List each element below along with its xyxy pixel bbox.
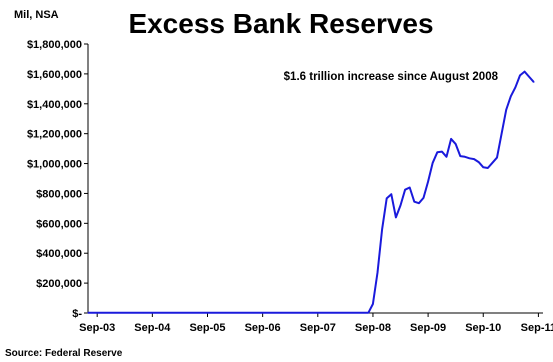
data-point [418, 202, 420, 204]
data-point [459, 155, 461, 157]
data-point [372, 303, 374, 305]
data-point [115, 312, 117, 314]
y-tick-label: $1,600,000 [27, 69, 82, 81]
y-tick-label: $1,800,000 [27, 39, 82, 51]
chart-title: Excess Bank Reserves [128, 8, 433, 39]
data-point [528, 76, 530, 78]
data-point [514, 86, 517, 88]
data-point [450, 138, 452, 140]
data-point [409, 186, 411, 189]
data-point [386, 197, 388, 199]
data-point [427, 180, 429, 183]
data-point [445, 156, 448, 158]
x-tick-label: Sep-07 [300, 322, 336, 334]
data-point [501, 133, 503, 135]
y-tick-label: $200,000 [36, 278, 82, 290]
x-tick-label: Sep-05 [189, 322, 225, 334]
data-point [436, 151, 438, 153]
y-axis: $- $200,000 $400,000 $600,000 $800,000 $1,000… [27, 39, 89, 320]
data-point [399, 204, 402, 206]
data-point [335, 312, 337, 314]
data-point [533, 81, 535, 83]
data-point [142, 312, 144, 314]
data-point [510, 95, 512, 97]
data-point [496, 157, 498, 159]
data-point [478, 161, 480, 163]
data-point [422, 197, 425, 199]
x-tick-label: Sep-08 [355, 322, 391, 334]
data-point [280, 312, 282, 314]
data-point [491, 162, 493, 164]
y-unit-label: Mil, NSA [14, 9, 59, 21]
x-tick-label: Sep-04 [134, 322, 171, 334]
x-tick-label: Sep-11 [521, 322, 553, 334]
data-point [381, 228, 383, 230]
data-point [308, 312, 310, 314]
y-tick-label: $800,000 [36, 188, 82, 200]
x-axis: Sep-03 Sep-04 Sep-05 Sep-06 Sep-07 Sep-08 Sep-… [79, 312, 553, 334]
series-line [87, 70, 535, 314]
data-point [87, 312, 89, 314]
data-point [464, 156, 466, 158]
data-point [363, 312, 365, 314]
data-point [225, 312, 227, 314]
data-point [413, 201, 415, 203]
data-point [519, 74, 521, 76]
data-point [441, 151, 443, 153]
data-point [197, 312, 199, 314]
data-point [390, 193, 392, 195]
y-tick-label: $- [72, 308, 82, 320]
y-tick-label: $600,000 [36, 218, 82, 230]
series-group [87, 70, 535, 314]
data-point [252, 312, 255, 314]
data-point [376, 272, 379, 274]
data-point [367, 312, 369, 314]
x-tick-label: Sep-09 [410, 322, 446, 334]
data-point [455, 143, 457, 145]
data-point [473, 158, 475, 160]
x-tick-label: Sep-06 [245, 322, 281, 334]
data-point [505, 109, 507, 111]
x-tick-label: Sep-03 [79, 322, 115, 334]
data-point [487, 167, 489, 169]
y-tick-label: $1,000,000 [27, 159, 82, 171]
chart-annotation: $1.6 trillion increase since August 2008 [284, 71, 499, 83]
data-point [170, 312, 172, 314]
source-note: Source: Federal Reserve [5, 348, 123, 359]
data-point [482, 166, 484, 168]
data-point [524, 71, 526, 73]
data-point [432, 162, 434, 164]
data-point [404, 189, 406, 191]
x-tick-label: Sep-10 [465, 322, 501, 334]
y-tick-label: $1,400,000 [27, 99, 82, 111]
y-tick-label: $1,200,000 [27, 129, 82, 141]
data-point [395, 216, 397, 218]
data-point [468, 157, 471, 159]
y-tick-label: $400,000 [36, 248, 82, 260]
